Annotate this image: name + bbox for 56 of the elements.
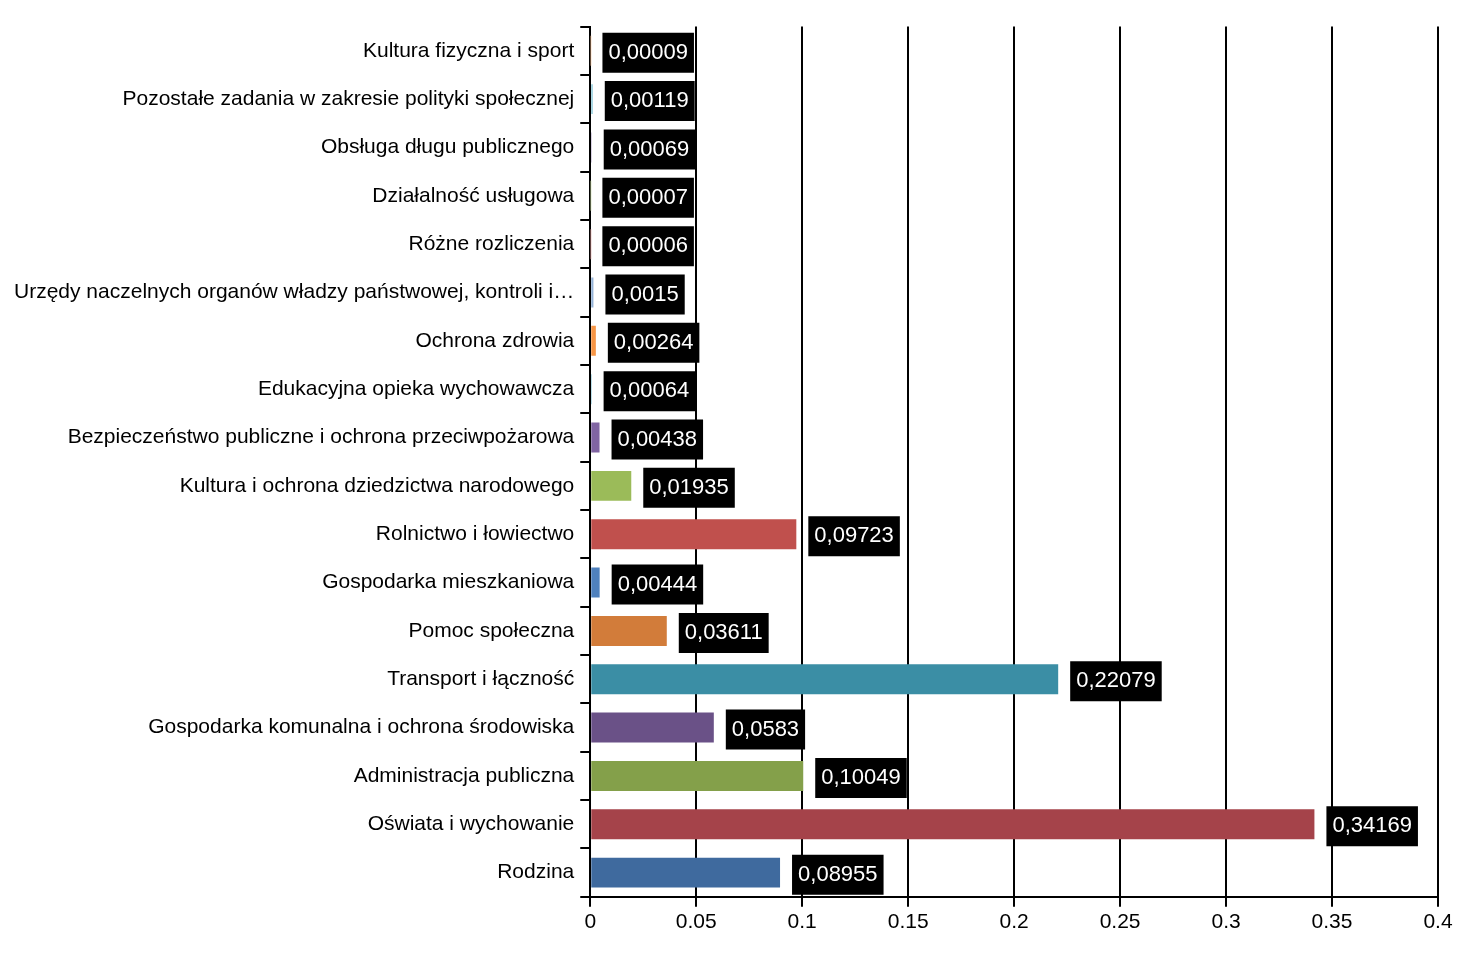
x-tick-label: 0.4 <box>1423 909 1453 933</box>
data-label: 0,0015 <box>611 280 679 306</box>
y-tick-label: Bezpieczeństwo publiczne i ochrona przeciwpożarowa <box>67 424 575 448</box>
bar <box>591 760 804 791</box>
data-label: 0,08955 <box>798 860 878 886</box>
x-tick-label: 0.2 <box>999 909 1029 933</box>
bar <box>591 712 714 743</box>
data-label: 0,00009 <box>608 38 688 64</box>
y-tick-label: Urzędy naczelnych organów władzy państwowej, kontroli i… <box>13 279 575 303</box>
y-tick-label: Rolnictwo i łowiectwo <box>375 521 575 545</box>
bar <box>591 470 632 501</box>
data-label: 0,00119 <box>610 87 689 113</box>
y-tick-label: Gospodarka mieszkaniowa <box>322 569 575 593</box>
bar <box>591 519 797 550</box>
data-label: 0,09723 <box>814 522 894 548</box>
y-tick-label: Działalność usługowa <box>372 182 575 206</box>
x-tick-label: 0.35 <box>1311 909 1353 933</box>
bar <box>591 567 600 598</box>
y-tick-label: Ochrona zdrowia <box>415 327 575 351</box>
bar <box>591 325 596 356</box>
x-tick-label: 0 <box>584 909 597 933</box>
y-tick-label: Kultura i ochrona dziedzictwa narodowego <box>179 472 575 496</box>
bar <box>591 615 667 646</box>
data-label: 0,00438 <box>617 425 698 451</box>
data-label: 0,00264 <box>613 328 694 354</box>
y-tick-label: Pomoc społeczna <box>408 617 575 641</box>
bar <box>591 664 1059 695</box>
data-label: 0,22079 <box>1076 667 1156 693</box>
data-label: 0,0583 <box>731 715 800 741</box>
y-tick-label: Administracja publiczna <box>353 762 575 786</box>
data-label: 0,01935 <box>649 473 729 499</box>
data-label: 0,34169 <box>1332 812 1412 838</box>
x-tick-label: 0.3 <box>1211 909 1241 933</box>
x-tick-label: 0.1 <box>787 909 817 933</box>
x-tick-label: 0.15 <box>887 909 929 933</box>
y-tick-label: Obsługa długu publicznego <box>320 134 575 158</box>
bar <box>591 422 600 453</box>
y-tick-label: Kultura fizyczna i sport <box>362 37 575 61</box>
x-tick-label: 0.05 <box>675 909 717 933</box>
bar <box>591 857 781 888</box>
y-tick-label: Gospodarka komunalna i ochrona środowiska <box>148 714 575 738</box>
y-tick-label: Oświata i wychowanie <box>367 811 575 835</box>
y-tick-label: Transport i łączność <box>387 666 575 690</box>
data-label: 0,00007 <box>608 183 688 209</box>
y-tick-label: Edukacyjna opieka wychowawcza <box>257 375 575 399</box>
data-label: 0,00069 <box>609 135 690 161</box>
y-tick-label: Różne rozliczenia <box>408 230 575 254</box>
data-label: 0,00064 <box>609 377 690 403</box>
bar <box>591 809 1315 840</box>
data-label: 0,00006 <box>608 232 688 258</box>
y-tick-label: Pozostałe zadania w zakresie polityki społecznej <box>122 85 575 109</box>
y-tick-label: Rodzina <box>497 859 575 883</box>
x-tick-label: 0.25 <box>1099 909 1141 933</box>
data-label: 0,10049 <box>821 764 901 789</box>
data-label: 0,00444 <box>617 570 698 596</box>
data-label: 0,03611 <box>684 618 763 644</box>
